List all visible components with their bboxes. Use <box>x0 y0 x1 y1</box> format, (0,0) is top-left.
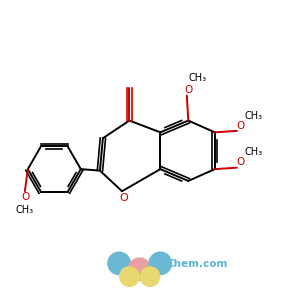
Text: O: O <box>22 192 30 202</box>
Text: CH₃: CH₃ <box>189 74 207 83</box>
Text: CH₃: CH₃ <box>16 206 34 215</box>
Text: O: O <box>236 121 244 130</box>
Text: CH₃: CH₃ <box>245 110 263 121</box>
Text: Chem.com: Chem.com <box>166 259 228 269</box>
Text: O: O <box>119 193 128 203</box>
Circle shape <box>128 258 151 280</box>
Circle shape <box>149 252 172 274</box>
Circle shape <box>140 267 160 286</box>
Circle shape <box>108 252 130 274</box>
Text: O: O <box>236 158 244 167</box>
Text: CH₃: CH₃ <box>245 147 263 158</box>
Circle shape <box>120 267 139 286</box>
Text: O: O <box>184 85 192 95</box>
